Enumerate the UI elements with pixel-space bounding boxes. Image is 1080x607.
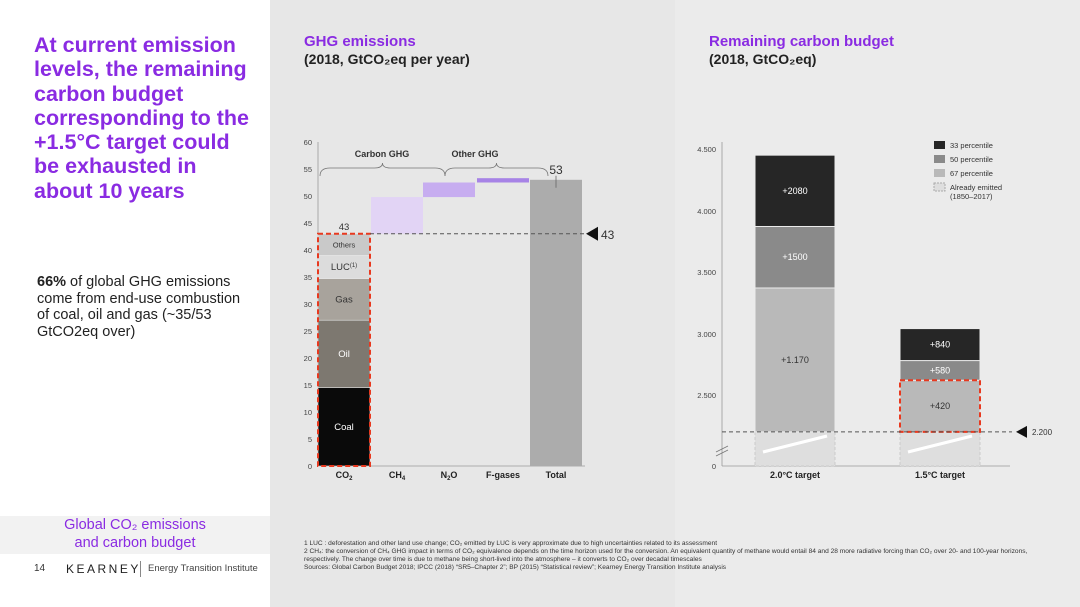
co2-segment-gas	[317, 278, 371, 321]
already-emitted-label: 2.200	[1032, 428, 1053, 437]
co2-segment-label: LUC(1)	[331, 262, 357, 273]
increment-bar-2	[423, 182, 475, 198]
budget-y-tick-label: 3.500	[697, 268, 716, 277]
ghg-y-tick-label: 0	[308, 462, 312, 471]
reference-marker-43	[586, 226, 598, 241]
carbon-ghg-brace	[319, 162, 446, 177]
ghg-y-tick-label: 15	[304, 381, 312, 390]
legend-swatch	[934, 141, 945, 149]
budget-y-tick-label: 4.000	[697, 207, 716, 216]
increment-bar-3	[477, 178, 529, 183]
legend-swatch	[934, 155, 945, 163]
budget-x-tick-label: 2.0°C target	[770, 470, 820, 480]
budget-y-tick-label: 2.500	[697, 391, 716, 400]
ghg-y-tick-label: 30	[304, 300, 312, 309]
budget-segment-label: +1.170	[781, 355, 809, 365]
ghg-x-tick-label: N2O	[441, 470, 458, 482]
total-value-label: 53	[549, 163, 563, 177]
co2-segment-coal	[317, 387, 371, 467]
budget-segment-label: +2080	[782, 186, 807, 196]
reference-label-43: 43	[601, 228, 615, 242]
bar-break-slash	[907, 434, 973, 454]
legend-label: Already emitted	[950, 183, 1002, 192]
key-stat: 66% of global GHG emissions come from en…	[37, 274, 247, 340]
already-emitted-marker	[1016, 425, 1027, 438]
section-label: Global CO₂ emissions and carbon budget	[0, 516, 270, 552]
budget-y-tick-label: 0	[712, 462, 716, 471]
sources-note: Sources: Global Carbon Budget 2018; IPCC…	[304, 563, 727, 571]
bar-break-slash	[762, 434, 828, 454]
legend-label: 67 percentile	[950, 169, 993, 178]
budget-segment-33-percentile	[899, 328, 981, 362]
ghg-y-tick-label: 55	[304, 165, 312, 174]
co2-segment-label: Gas	[335, 294, 353, 305]
legend-label: 50 percentile	[950, 155, 993, 164]
ghg-y-tick-label: 60	[304, 138, 312, 147]
co2-highlight-box	[317, 232, 371, 467]
group-label-other-ghg: Other GHG	[451, 149, 498, 159]
co2-segment-label: Oil	[338, 349, 350, 360]
ghg-y-tick-label: 10	[304, 408, 312, 417]
ghg-chart-subtitle: (2018, GtCO₂eq per year)	[304, 51, 470, 67]
ghg-y-tick-label: 45	[304, 219, 312, 228]
sidebar-label-box	[0, 516, 270, 554]
ghg-y-tick-label: 25	[304, 327, 312, 336]
legend-label: 33 percentile	[950, 141, 993, 150]
ghg-y-tick-label: 5	[308, 435, 312, 444]
group-label-carbon-ghg: Carbon GHG	[355, 149, 410, 159]
budget-segment-label: +840	[930, 340, 950, 350]
ghg-x-tick-label: CO2	[336, 470, 354, 482]
budget-segment-33-percentile	[754, 154, 836, 227]
axis-break-mark	[715, 445, 729, 453]
footnote-1: 1 LUC : deforestation and other land use…	[304, 540, 718, 547]
budget-segment-67-percentile	[899, 379, 981, 433]
budget-segment-label: +580	[930, 365, 950, 375]
ghg-y-tick-label: 40	[304, 246, 312, 255]
page-number: 14	[34, 563, 46, 574]
footnotes: 1 LUC : deforestation and other land use…	[304, 540, 1064, 572]
brand-logo: KEARNEY	[66, 562, 141, 576]
ghg-x-tick-label: Total	[546, 470, 567, 480]
co2-segment-label: Coal	[334, 422, 354, 433]
budget-segment-label: +420	[930, 401, 950, 411]
budget-segment-50-percentile	[754, 225, 836, 289]
budget-y-tick-label: 4.500	[697, 145, 716, 154]
other-ghg-brace	[444, 162, 549, 177]
budget-segment-label: +1500	[782, 252, 807, 262]
budget-panel-background	[675, 0, 1080, 607]
ghg-x-tick-label: F-gases	[486, 470, 520, 480]
section-label-line1: Global CO₂ emissions	[64, 517, 206, 533]
budget-y-tick-label: 3.000	[697, 330, 716, 339]
legend-swatch	[934, 169, 945, 177]
co2-total-label: 43	[339, 222, 350, 233]
key-stat-text: of global GHG emissions come from end-us…	[37, 274, 241, 340]
axis-break-mark	[715, 449, 729, 457]
budget-x-tick-label: 1.5°C target	[915, 470, 965, 480]
legend-swatch	[933, 182, 946, 192]
budget-chart-title: Remaining carbon budget	[709, 33, 895, 50]
footer-divider	[140, 561, 141, 577]
footnote-2: 2 CH₄: the conversion of CH₄ GHG impact …	[304, 547, 1028, 563]
ghg-y-tick-label: 35	[304, 273, 312, 282]
budget-segment-67-percentile	[754, 287, 836, 433]
section-label-line2: and carbon budget	[74, 535, 196, 551]
budget-chart-subtitle: (2018, GtCO₂eq)	[709, 51, 817, 67]
key-stat-value: 66%	[37, 274, 67, 290]
increment-bar-1	[371, 197, 423, 234]
total-bar	[530, 179, 582, 467]
ghg-y-tick-label: 20	[304, 354, 312, 363]
ghg-x-tick-label: CH4	[389, 470, 406, 482]
institute-name: Energy Transition Institute	[148, 563, 258, 574]
headline: At current emission levels, the remainin…	[34, 33, 249, 203]
legend-label-detail: (1850–2017)	[950, 192, 993, 201]
ghg-y-tick-label: 50	[304, 192, 312, 201]
ghg-chart-title: GHG emissions	[304, 33, 416, 50]
co2-segment-label: Others	[333, 241, 356, 250]
co2-segment-oil	[317, 319, 371, 389]
